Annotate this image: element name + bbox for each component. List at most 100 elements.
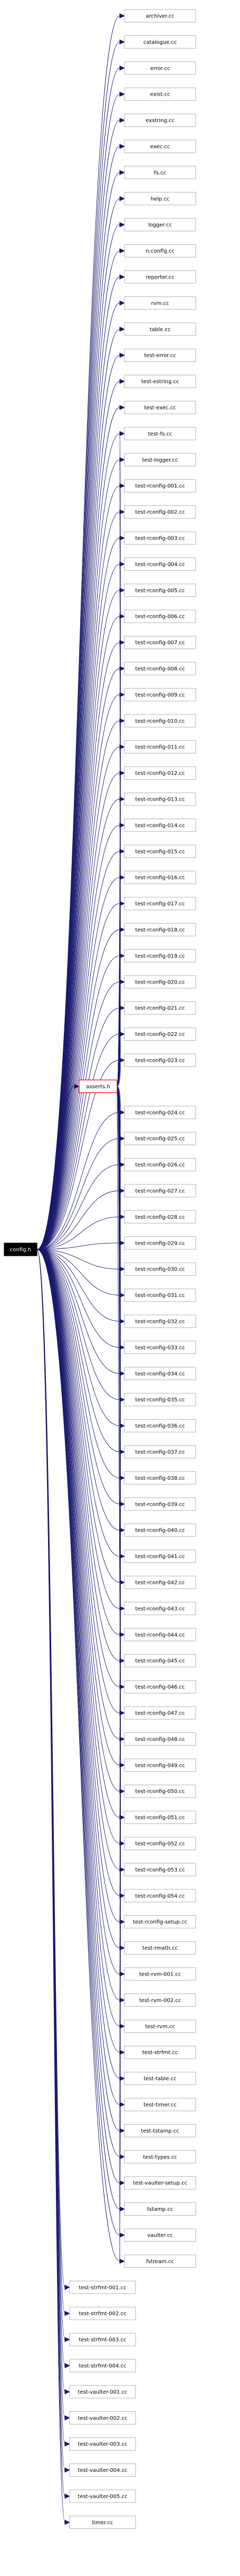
file-node[interactable]: test-rconfig-008.cc bbox=[124, 662, 196, 675]
file-node[interactable]: test-error.cc bbox=[124, 348, 196, 362]
file-node[interactable]: test-rconfig-022.cc bbox=[124, 1027, 196, 1041]
file-node[interactable]: test-rconfig-032.cc bbox=[124, 1314, 196, 1328]
file-node[interactable]: test-rconfig-013.cc bbox=[124, 792, 196, 806]
file-node[interactable]: test-rconfig-023.cc bbox=[124, 1053, 196, 1067]
file-node[interactable]: test-rconfig-007.cc bbox=[124, 635, 196, 650]
file-node[interactable]: test-rconfig-006.cc bbox=[124, 609, 196, 623]
file-node[interactable]: test-rconfig-027.cc bbox=[124, 1184, 196, 1198]
file-node[interactable]: test-vaulter-002.cc bbox=[69, 2411, 136, 2425]
file-node[interactable]: rvm.cc bbox=[124, 296, 196, 310]
file-node[interactable]: tstamp.cc bbox=[124, 2202, 196, 2216]
file-node[interactable]: test-tstamp.cc bbox=[124, 2124, 196, 2137]
file-node[interactable]: test-rconfig-014.cc bbox=[124, 818, 196, 832]
file-node[interactable]: test-exec.cc bbox=[124, 401, 196, 414]
file-node[interactable]: test-rconfig-021.cc bbox=[124, 1001, 196, 1015]
file-node[interactable]: test-rconfig-005.cc bbox=[124, 583, 196, 597]
file-node[interactable]: test-rconfig-010.cc bbox=[124, 714, 196, 728]
file-node[interactable]: test-rconfig-029.cc bbox=[124, 1236, 196, 1250]
file-node[interactable]: test-rconfig-015.cc bbox=[124, 845, 196, 858]
file-node[interactable]: test-rconfig-018.cc bbox=[124, 923, 196, 937]
file-node[interactable]: archiver.cc bbox=[124, 9, 196, 23]
file-node[interactable]: error.cc bbox=[124, 61, 196, 75]
file-node[interactable]: test-rconfig-033.cc bbox=[124, 1340, 196, 1354]
file-node[interactable]: test-rconfig-048.cc bbox=[124, 1732, 196, 1746]
file-node[interactable]: test-rconfig-041.cc bbox=[124, 1550, 196, 1563]
file-node[interactable]: test-rconfig-017.cc bbox=[124, 896, 196, 911]
file-node[interactable]: test-rvm-001.cc bbox=[124, 1967, 196, 1981]
file-node[interactable]: exec.cc bbox=[124, 140, 196, 153]
file-node[interactable]: test-rconfig-019.cc bbox=[124, 949, 196, 963]
edge-root-to-file bbox=[36, 799, 120, 1250]
file-node[interactable]: table.cc bbox=[124, 322, 196, 336]
file-node[interactable]: test-rconfig-051.cc bbox=[124, 1811, 196, 1824]
file-node[interactable]: test-vaulter-001.cc bbox=[69, 2385, 136, 2398]
file-node[interactable]: test-strfmt-002.cc bbox=[69, 2306, 136, 2320]
file-node[interactable]: test-vaulter-005.cc bbox=[69, 2489, 136, 2503]
file-node[interactable]: test-strfmt-004.cc bbox=[69, 2359, 136, 2373]
file-node[interactable]: test-rconfig-030.cc bbox=[124, 1262, 196, 1276]
file-node[interactable]: test-rconfig-053.cc bbox=[124, 1862, 196, 1876]
file-node[interactable]: test-rconfig-025.cc bbox=[124, 1132, 196, 1145]
file-node[interactable]: test-rconfig-034.cc bbox=[124, 1367, 196, 1380]
file-node[interactable]: exist.cc bbox=[124, 87, 196, 101]
file-node[interactable]: test-rconfig-039.cc bbox=[124, 1497, 196, 1511]
file-node[interactable]: test-rconfig-042.cc bbox=[124, 1576, 196, 1589]
file-node[interactable]: fs.cc bbox=[124, 165, 196, 179]
file-node[interactable]: test-rconfig-049.cc bbox=[124, 1758, 196, 1772]
file-node[interactable]: test-rconfig-003.cc bbox=[124, 531, 196, 545]
file-node[interactable]: test-fs.cc bbox=[124, 427, 196, 441]
file-node[interactable]: test-estring.cc bbox=[124, 374, 196, 388]
file-node[interactable]: test-rconfig-037.cc bbox=[124, 1445, 196, 1459]
file-node[interactable]: test-rconfig-001.cc bbox=[124, 479, 196, 493]
file-node[interactable]: vaulter.cc bbox=[124, 2228, 196, 2242]
file-node[interactable]: catalogue.cc bbox=[124, 35, 196, 49]
file-node[interactable]: fstream.cc bbox=[124, 2254, 196, 2268]
file-node[interactable]: timer.cc bbox=[69, 2515, 136, 2529]
file-node[interactable]: test-rconfig-011.cc bbox=[124, 740, 196, 754]
file-node[interactable]: test-rconfig-setup.cc bbox=[124, 1915, 196, 1929]
file-node[interactable]: exstring.cc bbox=[124, 114, 196, 127]
file-node[interactable]: logger.cc bbox=[124, 218, 196, 231]
file-node[interactable]: test-rconfig-009.cc bbox=[124, 688, 196, 702]
file-node[interactable]: test-strfmt-003.cc bbox=[69, 2333, 136, 2347]
file-node[interactable]: test-logger.cc bbox=[124, 453, 196, 467]
file-node[interactable]: test-rconfig-054.cc bbox=[124, 1889, 196, 1903]
file-node[interactable]: test-rconfig-052.cc bbox=[124, 1837, 196, 1850]
file-node[interactable]: test-rmath.cc bbox=[124, 1941, 196, 1955]
file-node[interactable]: test-rconfig-016.cc bbox=[124, 870, 196, 884]
file-node[interactable]: test-rconfig-031.cc bbox=[124, 1289, 196, 1302]
file-node[interactable]: test-strfmt-001.cc bbox=[69, 2281, 136, 2294]
file-node[interactable]: test-rconfig-012.cc bbox=[124, 766, 196, 780]
file-node[interactable]: test-rvm-002.cc bbox=[124, 1993, 196, 2007]
file-node[interactable]: test-rconfig-028.cc bbox=[124, 1210, 196, 1224]
file-node[interactable]: test-rconfig-004.cc bbox=[124, 557, 196, 571]
file-node[interactable]: test-strfmt.cc bbox=[124, 2045, 196, 2059]
file-node[interactable]: test-rconfig-047.cc bbox=[124, 1706, 196, 1720]
file-node[interactable]: test-rconfig-050.cc bbox=[124, 1784, 196, 1798]
file-node[interactable]: test-rconfig-043.cc bbox=[124, 1601, 196, 1615]
file-node[interactable]: test-rconfig-020.cc bbox=[124, 975, 196, 989]
config-h-root-node[interactable]: config.h bbox=[4, 1243, 37, 1256]
file-node[interactable]: test-rconfig-040.cc bbox=[124, 1523, 196, 1537]
file-node[interactable]: test-rconfig-046.cc bbox=[124, 1680, 196, 1694]
file-node[interactable]: test-rconfig-035.cc bbox=[124, 1393, 196, 1406]
file-node[interactable]: test-vaulter-004.cc bbox=[69, 2463, 136, 2477]
file-node[interactable]: test-rconfig-045.cc bbox=[124, 1654, 196, 1667]
file-node[interactable]: reporter.cc bbox=[124, 270, 196, 284]
file-node[interactable]: test-rconfig-036.cc bbox=[124, 1419, 196, 1433]
file-node[interactable]: test-rconfig-038.cc bbox=[124, 1471, 196, 1485]
file-node[interactable]: help.cc bbox=[124, 192, 196, 206]
file-node[interactable]: test-rconfig-024.cc bbox=[124, 1106, 196, 1119]
file-node[interactable]: test-table.cc bbox=[124, 2072, 196, 2086]
file-node[interactable]: test-rconfig-044.cc bbox=[124, 1628, 196, 1642]
file-node[interactable]: test-rconfig-002.cc bbox=[124, 505, 196, 519]
file-node-box bbox=[124, 662, 196, 675]
file-node[interactable]: test-vaulter-setup.cc bbox=[124, 2176, 196, 2190]
file-node[interactable]: test-types.cc bbox=[124, 2150, 196, 2164]
file-node[interactable]: n:config.cc bbox=[124, 244, 196, 258]
file-node[interactable]: test-rvm.cc bbox=[124, 2019, 196, 2033]
file-node[interactable]: test-vaulter-003.cc bbox=[69, 2437, 136, 2451]
file-node[interactable]: test-rconfig-026.cc bbox=[124, 1158, 196, 1172]
asserts-h-node[interactable]: asserts.h bbox=[79, 1079, 118, 1094]
file-node[interactable]: test-timer.cc bbox=[124, 2098, 196, 2111]
